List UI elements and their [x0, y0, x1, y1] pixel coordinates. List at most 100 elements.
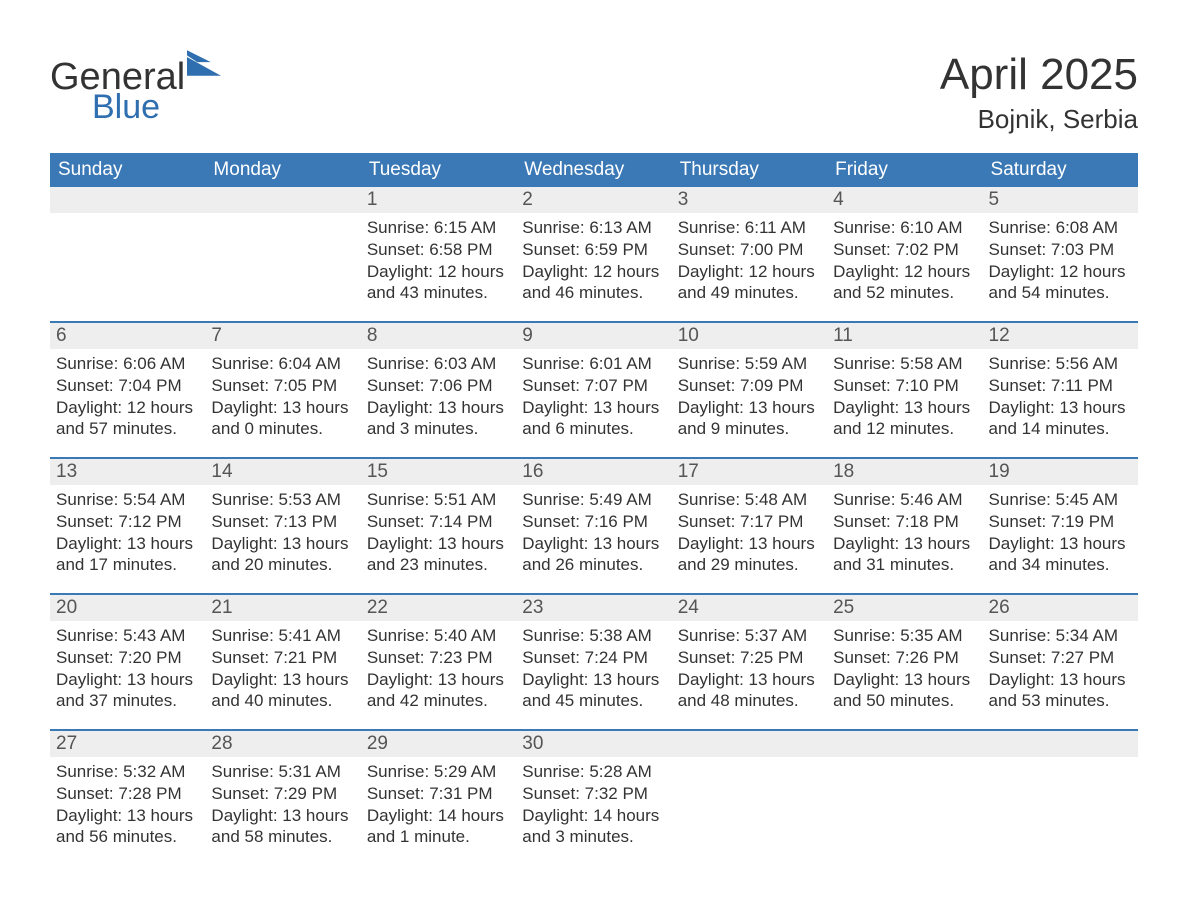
day-info-line: Sunset: 7:21 PM	[211, 647, 354, 669]
day-info-line: Sunrise: 6:13 AM	[522, 217, 665, 239]
day-body: Sunrise: 5:29 AMSunset: 7:31 PMDaylight:…	[361, 757, 516, 856]
day-info-line: Daylight: 13 hours and 20 minutes.	[211, 533, 354, 577]
day-info-line: Daylight: 13 hours and 50 minutes.	[833, 669, 976, 713]
day-number	[50, 187, 205, 213]
day-number: 10	[672, 323, 827, 349]
day-info-line: Daylight: 13 hours and 17 minutes.	[56, 533, 199, 577]
day-info-line: Sunrise: 5:41 AM	[211, 625, 354, 647]
day-number: 28	[205, 731, 360, 757]
day-number: 30	[516, 731, 671, 757]
day-body: Sunrise: 5:31 AMSunset: 7:29 PMDaylight:…	[205, 757, 360, 856]
day-info-line: Sunrise: 5:56 AM	[989, 353, 1132, 375]
location-label: Bojnik, Serbia	[940, 104, 1138, 135]
calendar-week-row: 1Sunrise: 6:15 AMSunset: 6:58 PMDaylight…	[50, 187, 1138, 315]
day-info-line: Daylight: 13 hours and 48 minutes.	[678, 669, 821, 713]
day-info-line: Sunset: 7:03 PM	[989, 239, 1132, 261]
day-info-line: Sunset: 7:02 PM	[833, 239, 976, 261]
calendar-day-cell: 24Sunrise: 5:37 AMSunset: 7:25 PMDayligh…	[672, 595, 827, 723]
calendar-day-cell	[827, 731, 982, 859]
calendar-day-cell: 18Sunrise: 5:46 AMSunset: 7:18 PMDayligh…	[827, 459, 982, 587]
day-info-line: Sunset: 6:59 PM	[522, 239, 665, 261]
day-info-line: Sunset: 7:13 PM	[211, 511, 354, 533]
calendar-day-cell	[50, 187, 205, 315]
day-number: 23	[516, 595, 671, 621]
day-info-line: Sunset: 7:19 PM	[989, 511, 1132, 533]
day-info-line: Sunrise: 5:34 AM	[989, 625, 1132, 647]
day-info-line: Sunset: 7:12 PM	[56, 511, 199, 533]
day-body: Sunrise: 6:10 AMSunset: 7:02 PMDaylight:…	[827, 213, 982, 312]
day-info-line: Sunset: 7:09 PM	[678, 375, 821, 397]
day-body: Sunrise: 6:13 AMSunset: 6:59 PMDaylight:…	[516, 213, 671, 312]
day-info-line: Daylight: 13 hours and 31 minutes.	[833, 533, 976, 577]
day-info-line: Sunrise: 6:03 AM	[367, 353, 510, 375]
day-body: Sunrise: 5:51 AMSunset: 7:14 PMDaylight:…	[361, 485, 516, 584]
day-number: 29	[361, 731, 516, 757]
calendar-day-cell: 17Sunrise: 5:48 AMSunset: 7:17 PMDayligh…	[672, 459, 827, 587]
day-info-line: Sunset: 7:25 PM	[678, 647, 821, 669]
day-body	[983, 757, 1138, 769]
day-body: Sunrise: 5:58 AMSunset: 7:10 PMDaylight:…	[827, 349, 982, 448]
day-info-line: Sunrise: 6:08 AM	[989, 217, 1132, 239]
day-number: 13	[50, 459, 205, 485]
day-body	[205, 213, 360, 225]
day-body: Sunrise: 5:45 AMSunset: 7:19 PMDaylight:…	[983, 485, 1138, 584]
day-info-line: Daylight: 13 hours and 3 minutes.	[367, 397, 510, 441]
day-number	[983, 731, 1138, 757]
day-number: 20	[50, 595, 205, 621]
day-body: Sunrise: 5:35 AMSunset: 7:26 PMDaylight:…	[827, 621, 982, 720]
calendar-day-cell: 14Sunrise: 5:53 AMSunset: 7:13 PMDayligh…	[205, 459, 360, 587]
day-info-line: Sunset: 7:00 PM	[678, 239, 821, 261]
day-info-line: Sunset: 7:05 PM	[211, 375, 354, 397]
day-info-line: Daylight: 13 hours and 56 minutes.	[56, 805, 199, 849]
day-info-line: Daylight: 13 hours and 6 minutes.	[522, 397, 665, 441]
day-info-line: Daylight: 12 hours and 52 minutes.	[833, 261, 976, 305]
day-number: 1	[361, 187, 516, 213]
day-info-line: Daylight: 13 hours and 40 minutes.	[211, 669, 354, 713]
calendar-day-cell: 5Sunrise: 6:08 AMSunset: 7:03 PMDaylight…	[983, 187, 1138, 315]
day-info-line: Sunrise: 5:51 AM	[367, 489, 510, 511]
day-info-line: Sunrise: 5:49 AM	[522, 489, 665, 511]
day-info-line: Daylight: 13 hours and 42 minutes.	[367, 669, 510, 713]
calendar-day-cell: 22Sunrise: 5:40 AMSunset: 7:23 PMDayligh…	[361, 595, 516, 723]
calendar-week-row: 20Sunrise: 5:43 AMSunset: 7:20 PMDayligh…	[50, 593, 1138, 723]
calendar-day-cell: 20Sunrise: 5:43 AMSunset: 7:20 PMDayligh…	[50, 595, 205, 723]
day-number: 24	[672, 595, 827, 621]
weekday-header: Monday	[205, 153, 360, 187]
calendar-day-cell: 16Sunrise: 5:49 AMSunset: 7:16 PMDayligh…	[516, 459, 671, 587]
day-number: 6	[50, 323, 205, 349]
calendar-week-row: 27Sunrise: 5:32 AMSunset: 7:28 PMDayligh…	[50, 729, 1138, 859]
calendar-day-cell: 28Sunrise: 5:31 AMSunset: 7:29 PMDayligh…	[205, 731, 360, 859]
day-info-line: Sunset: 7:11 PM	[989, 375, 1132, 397]
day-info-line: Sunrise: 5:45 AM	[989, 489, 1132, 511]
calendar-day-cell: 12Sunrise: 5:56 AMSunset: 7:11 PMDayligh…	[983, 323, 1138, 451]
weekday-header-row: SundayMondayTuesdayWednesdayThursdayFrid…	[50, 153, 1138, 187]
day-info-line: Daylight: 13 hours and 0 minutes.	[211, 397, 354, 441]
weekday-header: Friday	[827, 153, 982, 187]
day-number: 17	[672, 459, 827, 485]
calendar-day-cell: 8Sunrise: 6:03 AMSunset: 7:06 PMDaylight…	[361, 323, 516, 451]
calendar-day-cell: 3Sunrise: 6:11 AMSunset: 7:00 PMDaylight…	[672, 187, 827, 315]
day-info-line: Daylight: 13 hours and 23 minutes.	[367, 533, 510, 577]
day-body: Sunrise: 5:37 AMSunset: 7:25 PMDaylight:…	[672, 621, 827, 720]
day-info-line: Sunrise: 5:59 AM	[678, 353, 821, 375]
day-number: 27	[50, 731, 205, 757]
calendar-day-cell: 29Sunrise: 5:29 AMSunset: 7:31 PMDayligh…	[361, 731, 516, 859]
calendar-day-cell: 21Sunrise: 5:41 AMSunset: 7:21 PMDayligh…	[205, 595, 360, 723]
day-body: Sunrise: 6:04 AMSunset: 7:05 PMDaylight:…	[205, 349, 360, 448]
day-number: 14	[205, 459, 360, 485]
day-info-line: Daylight: 12 hours and 57 minutes.	[56, 397, 199, 441]
calendar-day-cell: 25Sunrise: 5:35 AMSunset: 7:26 PMDayligh…	[827, 595, 982, 723]
day-body: Sunrise: 5:41 AMSunset: 7:21 PMDaylight:…	[205, 621, 360, 720]
weekday-header: Sunday	[50, 153, 205, 187]
day-body: Sunrise: 6:03 AMSunset: 7:06 PMDaylight:…	[361, 349, 516, 448]
day-info-line: Sunrise: 5:38 AM	[522, 625, 665, 647]
day-body: Sunrise: 5:49 AMSunset: 7:16 PMDaylight:…	[516, 485, 671, 584]
day-info-line: Sunset: 7:31 PM	[367, 783, 510, 805]
calendar-day-cell	[672, 731, 827, 859]
calendar-day-cell: 23Sunrise: 5:38 AMSunset: 7:24 PMDayligh…	[516, 595, 671, 723]
day-info-line: Sunrise: 6:11 AM	[678, 217, 821, 239]
day-number: 21	[205, 595, 360, 621]
calendar-day-cell: 9Sunrise: 6:01 AMSunset: 7:07 PMDaylight…	[516, 323, 671, 451]
day-info-line: Sunrise: 5:32 AM	[56, 761, 199, 783]
day-info-line: Sunrise: 5:46 AM	[833, 489, 976, 511]
